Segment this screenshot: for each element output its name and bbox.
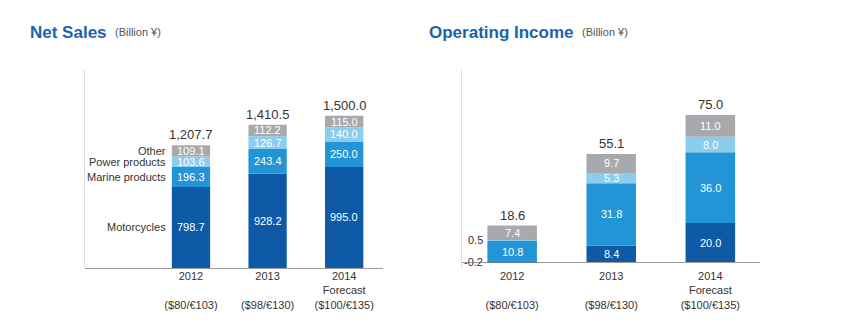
svg-text:11.0: 11.0 — [700, 120, 721, 132]
svg-text:140.0: 140.0 — [330, 128, 358, 140]
svg-text:8.4: 8.4 — [604, 248, 619, 260]
svg-text:5.3: 5.3 — [604, 172, 619, 184]
svg-text:115.0: 115.0 — [331, 116, 358, 128]
svg-text:2014Forecast($100/€135): 2014Forecast($100/€135) — [315, 270, 374, 311]
svg-text:18.6: 18.6 — [500, 208, 525, 223]
svg-text:8.0: 8.0 — [703, 139, 718, 151]
svg-text:196.3: 196.3 — [177, 171, 205, 183]
svg-text:(Billion ¥): (Billion ¥) — [582, 26, 628, 38]
svg-text:75.0: 75.0 — [698, 97, 723, 112]
svg-text:7.4: 7.4 — [505, 227, 520, 239]
svg-text:928.2: 928.2 — [254, 215, 282, 227]
svg-text:9.7: 9.7 — [604, 157, 619, 169]
svg-text:Power products: Power products — [89, 156, 166, 168]
svg-text:10.8: 10.8 — [502, 246, 523, 258]
svg-text:55.1: 55.1 — [599, 136, 624, 151]
svg-text:995.0: 995.0 — [330, 211, 358, 223]
svg-text:Operating Income: Operating Income — [429, 23, 574, 42]
svg-text:112.2: 112.2 — [254, 124, 281, 136]
svg-text:2014Forecast($100/€135): 2014Forecast($100/€135) — [681, 270, 740, 311]
svg-text:(Billion ¥): (Billion ¥) — [115, 26, 161, 38]
svg-text:2013($98/€130): 2013($98/€130) — [585, 270, 638, 311]
svg-text:Other: Other — [138, 145, 166, 157]
svg-text:243.4: 243.4 — [254, 155, 282, 167]
svg-text:126.7: 126.7 — [254, 137, 282, 149]
svg-text:Motorcycles: Motorcycles — [107, 221, 166, 233]
svg-text:31.8: 31.8 — [601, 208, 622, 220]
svg-text:Net Sales: Net Sales — [30, 23, 107, 42]
svg-text:0.5: 0.5 — [468, 234, 483, 246]
svg-text:1,207.7: 1,207.7 — [169, 127, 212, 142]
svg-text:2012($80/€103): 2012($80/€103) — [486, 270, 539, 311]
svg-text:1,500.0: 1,500.0 — [323, 98, 366, 113]
svg-text:36.0: 36.0 — [700, 182, 721, 194]
svg-text:20.0: 20.0 — [700, 237, 721, 249]
svg-text:250.0: 250.0 — [330, 148, 358, 160]
svg-text:Marine products: Marine products — [87, 171, 166, 183]
svg-text:109.1: 109.1 — [177, 145, 205, 157]
svg-text:2012($80/€103): 2012($80/€103) — [164, 270, 217, 311]
svg-text:798.7: 798.7 — [177, 221, 205, 233]
svg-text:103.6: 103.6 — [177, 156, 205, 168]
svg-text:1,410.5: 1,410.5 — [246, 107, 289, 122]
svg-text:-0.2: -0.2 — [464, 256, 483, 268]
svg-text:2013($98/€130): 2013($98/€130) — [241, 270, 294, 311]
